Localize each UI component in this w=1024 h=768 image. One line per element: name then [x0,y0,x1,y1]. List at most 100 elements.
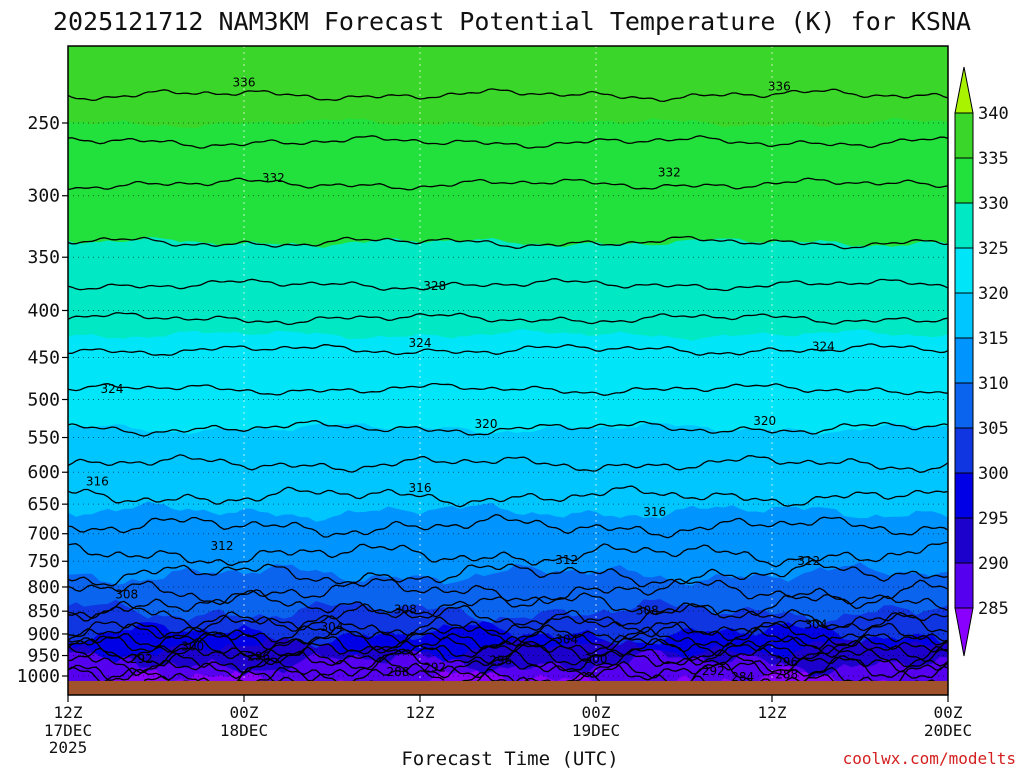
isotherm-312 [67,541,949,568]
isotherm-label-0: 336 [233,76,256,90]
colorbar-label-295: 295 [978,509,1009,529]
isotherm-310 [67,559,949,588]
x-tick-date-1: 18DEC [220,721,268,740]
colorbar-label-325: 325 [978,239,1009,259]
isotherm-288 [67,650,949,685]
colorbar-box-285 [954,562,974,609]
y-tick-label-850: 850 [27,601,60,622]
y-tick-label-700: 700 [27,524,60,545]
isotherm-label-28: 292 [423,661,446,675]
y-tick-label-950: 950 [27,646,60,667]
isotherm-lines [67,88,949,686]
x-tick-time-0: 12Z [54,703,83,722]
colorbar-label-335: 335 [978,149,1009,169]
isotherm-label-24: 296 [247,649,270,663]
x-tick-year-0: 2025 [49,738,88,757]
isotherm-296 [67,626,949,662]
isotherm-label-17: 308 [394,602,417,616]
isotherm-label-8: 320 [475,417,498,431]
colorbar-box-315 [954,292,974,339]
colorbar-label-305: 305 [978,419,1009,439]
isotherm-300 [67,616,949,651]
isotherm-328 [67,278,949,292]
isotherm-label-11: 316 [409,481,432,495]
isotherm-label-23: 300 [585,652,608,666]
isotherm-label-12: 316 [643,505,666,519]
y-tick-label-450: 450 [27,347,60,368]
colorbar-box-305 [954,382,974,429]
y-tick-label-900: 900 [27,624,60,645]
chart-title: 2025121712 NAM3KM Forecast Potential Tem… [53,7,971,36]
colorbar-label-315: 315 [978,329,1009,349]
colorbar-box-335 [954,112,974,159]
isotherm-label-25: 296 [489,654,512,668]
isotherm-334 [67,135,949,149]
y-tick-label-300: 300 [27,186,60,207]
contour-fill [68,46,948,695]
isotherm-label-9: 320 [753,414,776,428]
y-tick-label-650: 650 [27,494,60,515]
isotherm-label-14: 312 [555,553,578,567]
colorbar-box-330 [954,157,974,204]
y-tick-label-750: 750 [27,551,60,572]
y-tick-label-1000: 1000 [17,666,60,687]
isotherm-322 [67,382,949,396]
colorbar-label-300: 300 [978,464,1009,484]
isotherm-label-2: 332 [262,171,285,185]
colorbar-label-320: 320 [978,284,1009,304]
isotherm-302 [67,609,949,644]
isotherm-label-1: 336 [768,79,791,93]
isotherm-label-31: 288 [775,667,798,681]
isotherm-label-22: 300 [181,640,204,654]
isotherm-label-16: 308 [115,587,138,601]
y-tick-label-800: 800 [27,577,60,598]
isotherm-316 [67,485,949,508]
isotherm-324 [67,343,949,356]
isotherm-label-13: 312 [211,539,234,553]
x-tick-time-5: 00Z [934,703,963,722]
colorbar-label-310: 310 [978,374,1009,394]
x-tick-time-4: 12Z [758,703,787,722]
isotherm-label-19: 304 [321,620,344,634]
isotherm-306 [67,589,949,622]
isotherm-label-32: 284 [731,670,754,684]
isotherm-label-6: 324 [812,340,835,354]
plot-frame [67,45,949,696]
isotherm-294 [67,634,949,667]
isotherm-label-4: 328 [423,279,446,293]
isotherm-308 [67,577,949,606]
colorbar-box-320 [954,247,974,294]
isotherm-label-30: 288 [387,665,410,679]
isotherm-label-10: 316 [86,474,109,488]
colorbar-box-295 [954,472,974,519]
x-tick-date-5: 20DEC [924,721,972,740]
pressure-axis: 2503003504004505005506006507007508008509… [17,113,68,687]
colorbar-box-325 [954,202,974,249]
isotherm-326 [67,312,949,326]
isotherm-314 [67,513,949,539]
isotherm-330 [67,235,949,250]
colorbar-label-340: 340 [978,104,1009,124]
isotherm-label-3: 332 [658,165,681,179]
isotherm-label-5: 324 [409,336,432,350]
y-tick-label-350: 350 [27,247,60,268]
x-tick-time-1: 00Z [230,703,259,722]
isotherm-label-26: 296 [775,655,798,669]
x-tick-time-3: 00Z [582,703,611,722]
y-tick-label-400: 400 [27,300,60,321]
isotherm-290 [67,645,949,680]
x-tick-date-3: 19DEC [572,721,620,740]
isotherm-318 [67,454,949,473]
isotherm-336 [67,88,949,103]
colorbar-box-290 [954,517,974,564]
colorbar-label-330: 330 [978,194,1009,214]
x-tick-time-2: 12Z [406,703,435,722]
x-axis-label: Forecast Time (UTC) [401,748,618,768]
colorbar-label-285: 285 [978,599,1009,619]
isotherm-label-15: 312 [797,554,820,568]
isotherm-labels: 336 336 332 332 328 324 324 324 320 320 316 316 316 3… [86,76,835,684]
isotherm-label-18: 308 [636,604,659,618]
colorbar-low-arrow [954,607,974,657]
